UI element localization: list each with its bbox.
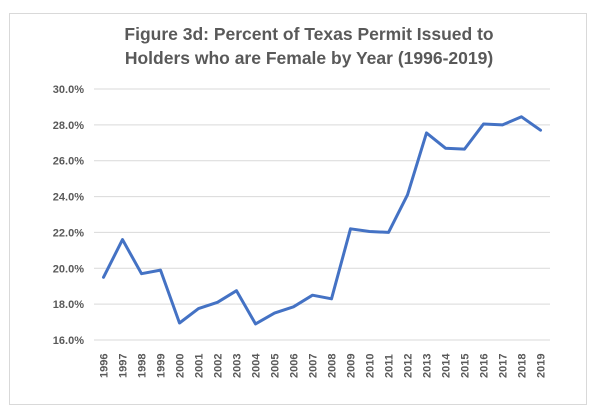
x-tick-label: 1997 [118,354,130,378]
x-tick-label: 1999 [156,354,168,378]
x-tick-label: 2002 [213,354,225,378]
y-tick-label: 24.0% [53,192,84,204]
y-tick-label: 28.0% [53,120,84,132]
y-tick-label: 18.0% [53,299,84,311]
y-tick-label: 16.0% [53,335,84,347]
chart-title: Figure 3d: Percent of Texas Permit Issue… [20,22,598,70]
x-tick-label: 2000 [175,354,187,378]
y-tick-label: 20.0% [53,263,84,275]
x-tick-label: 2004 [251,353,263,378]
x-tick-label: 2006 [289,354,301,378]
x-tick-label: 2018 [517,354,529,378]
x-tick-label: 2010 [365,354,377,378]
x-tick-label: 2015 [460,354,472,378]
series-layer [102,115,542,326]
x-tick-label: 2008 [327,354,339,378]
x-tick-label: 2012 [403,354,415,378]
x-axis-tick-labels: 1996 1997 1998 1999 2000 2001 2002 2003 2004 2005… [99,353,548,378]
gridlines [94,88,550,341]
chart-title-line-2: Holders who are Female by Year (1996-201… [124,48,494,68]
chart-title-line-1: Figure 3d: Percent of Texas Permit Issue… [124,24,494,44]
x-tick-label: 2014 [441,353,453,378]
x-tick-label: 2019 [536,354,548,378]
y-tick-label: 22.0% [53,227,84,239]
x-tick-label: 2013 [422,354,434,378]
series-line [102,115,542,326]
x-tick-label: 2007 [308,354,320,378]
x-tick-label: 2017 [498,354,510,378]
x-tick-label: 2001 [194,354,206,378]
y-axis-tick-labels: 16.0% 18.0% 20.0% 22.0% 24.0% 26.0% 28.0% 30.0% [53,84,84,347]
y-tick-label: 30.0% [53,84,84,96]
x-tick-label: 2009 [346,354,358,378]
x-tick-label: 1998 [137,354,149,378]
y-tick-label: 26.0% [53,156,84,168]
x-tick-label: 2011 [384,354,396,378]
x-tick-label: 2003 [232,354,244,378]
x-tick-label: 1996 [99,354,111,378]
x-tick-label: 2005 [270,354,282,378]
x-tick-label: 2016 [479,354,491,378]
